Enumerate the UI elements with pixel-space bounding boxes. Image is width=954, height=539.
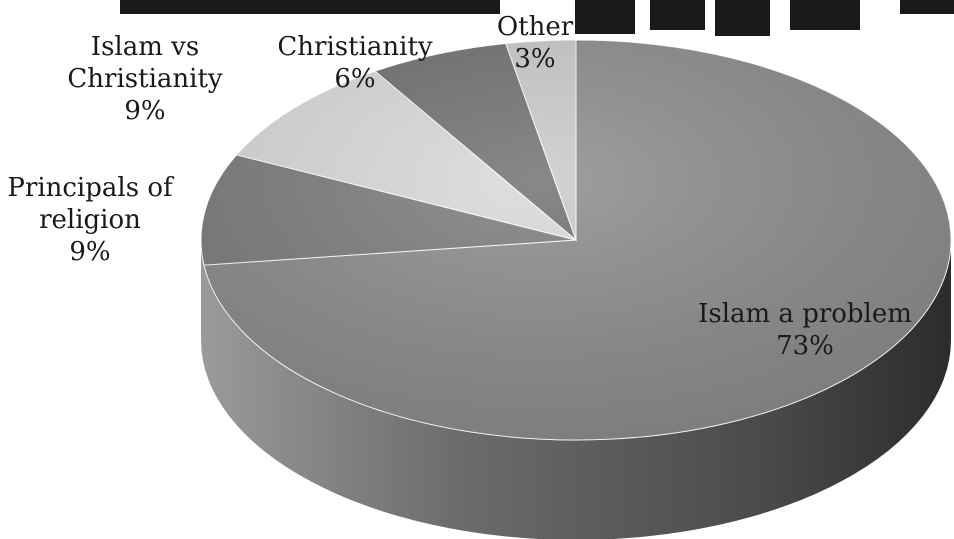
title-fragment-y [715,0,770,36]
slice-value-label: 3% [514,44,555,74]
pie-side-wall [201,240,951,539]
title-fragment-e [650,0,705,30]
slice-name-label: Islam a problem [698,299,912,329]
slice-name-label: Principals of [7,173,175,203]
pie-top-shading [201,40,951,440]
slice-name-label: religion [39,205,141,235]
pie-side-wall-shape [201,240,951,539]
slice-name-label: Christianity [277,32,432,62]
slice-value-label: 73% [776,331,834,361]
title-fragment-left [120,0,500,14]
slice-value-label: 6% [334,64,375,94]
slice-value-label: 9% [69,237,110,267]
pie-top-face [200,39,952,441]
slice-name-label: Christianity [67,64,222,94]
slice-name-label: Islam vs [91,32,199,62]
cropped-title-fragment [120,0,954,36]
title-fragment-right [900,0,954,14]
title-fragment-q [790,0,860,30]
slice-name-label: Other [497,12,574,42]
title-fragment-p [575,0,635,34]
slice-value-label: 9% [124,96,165,126]
